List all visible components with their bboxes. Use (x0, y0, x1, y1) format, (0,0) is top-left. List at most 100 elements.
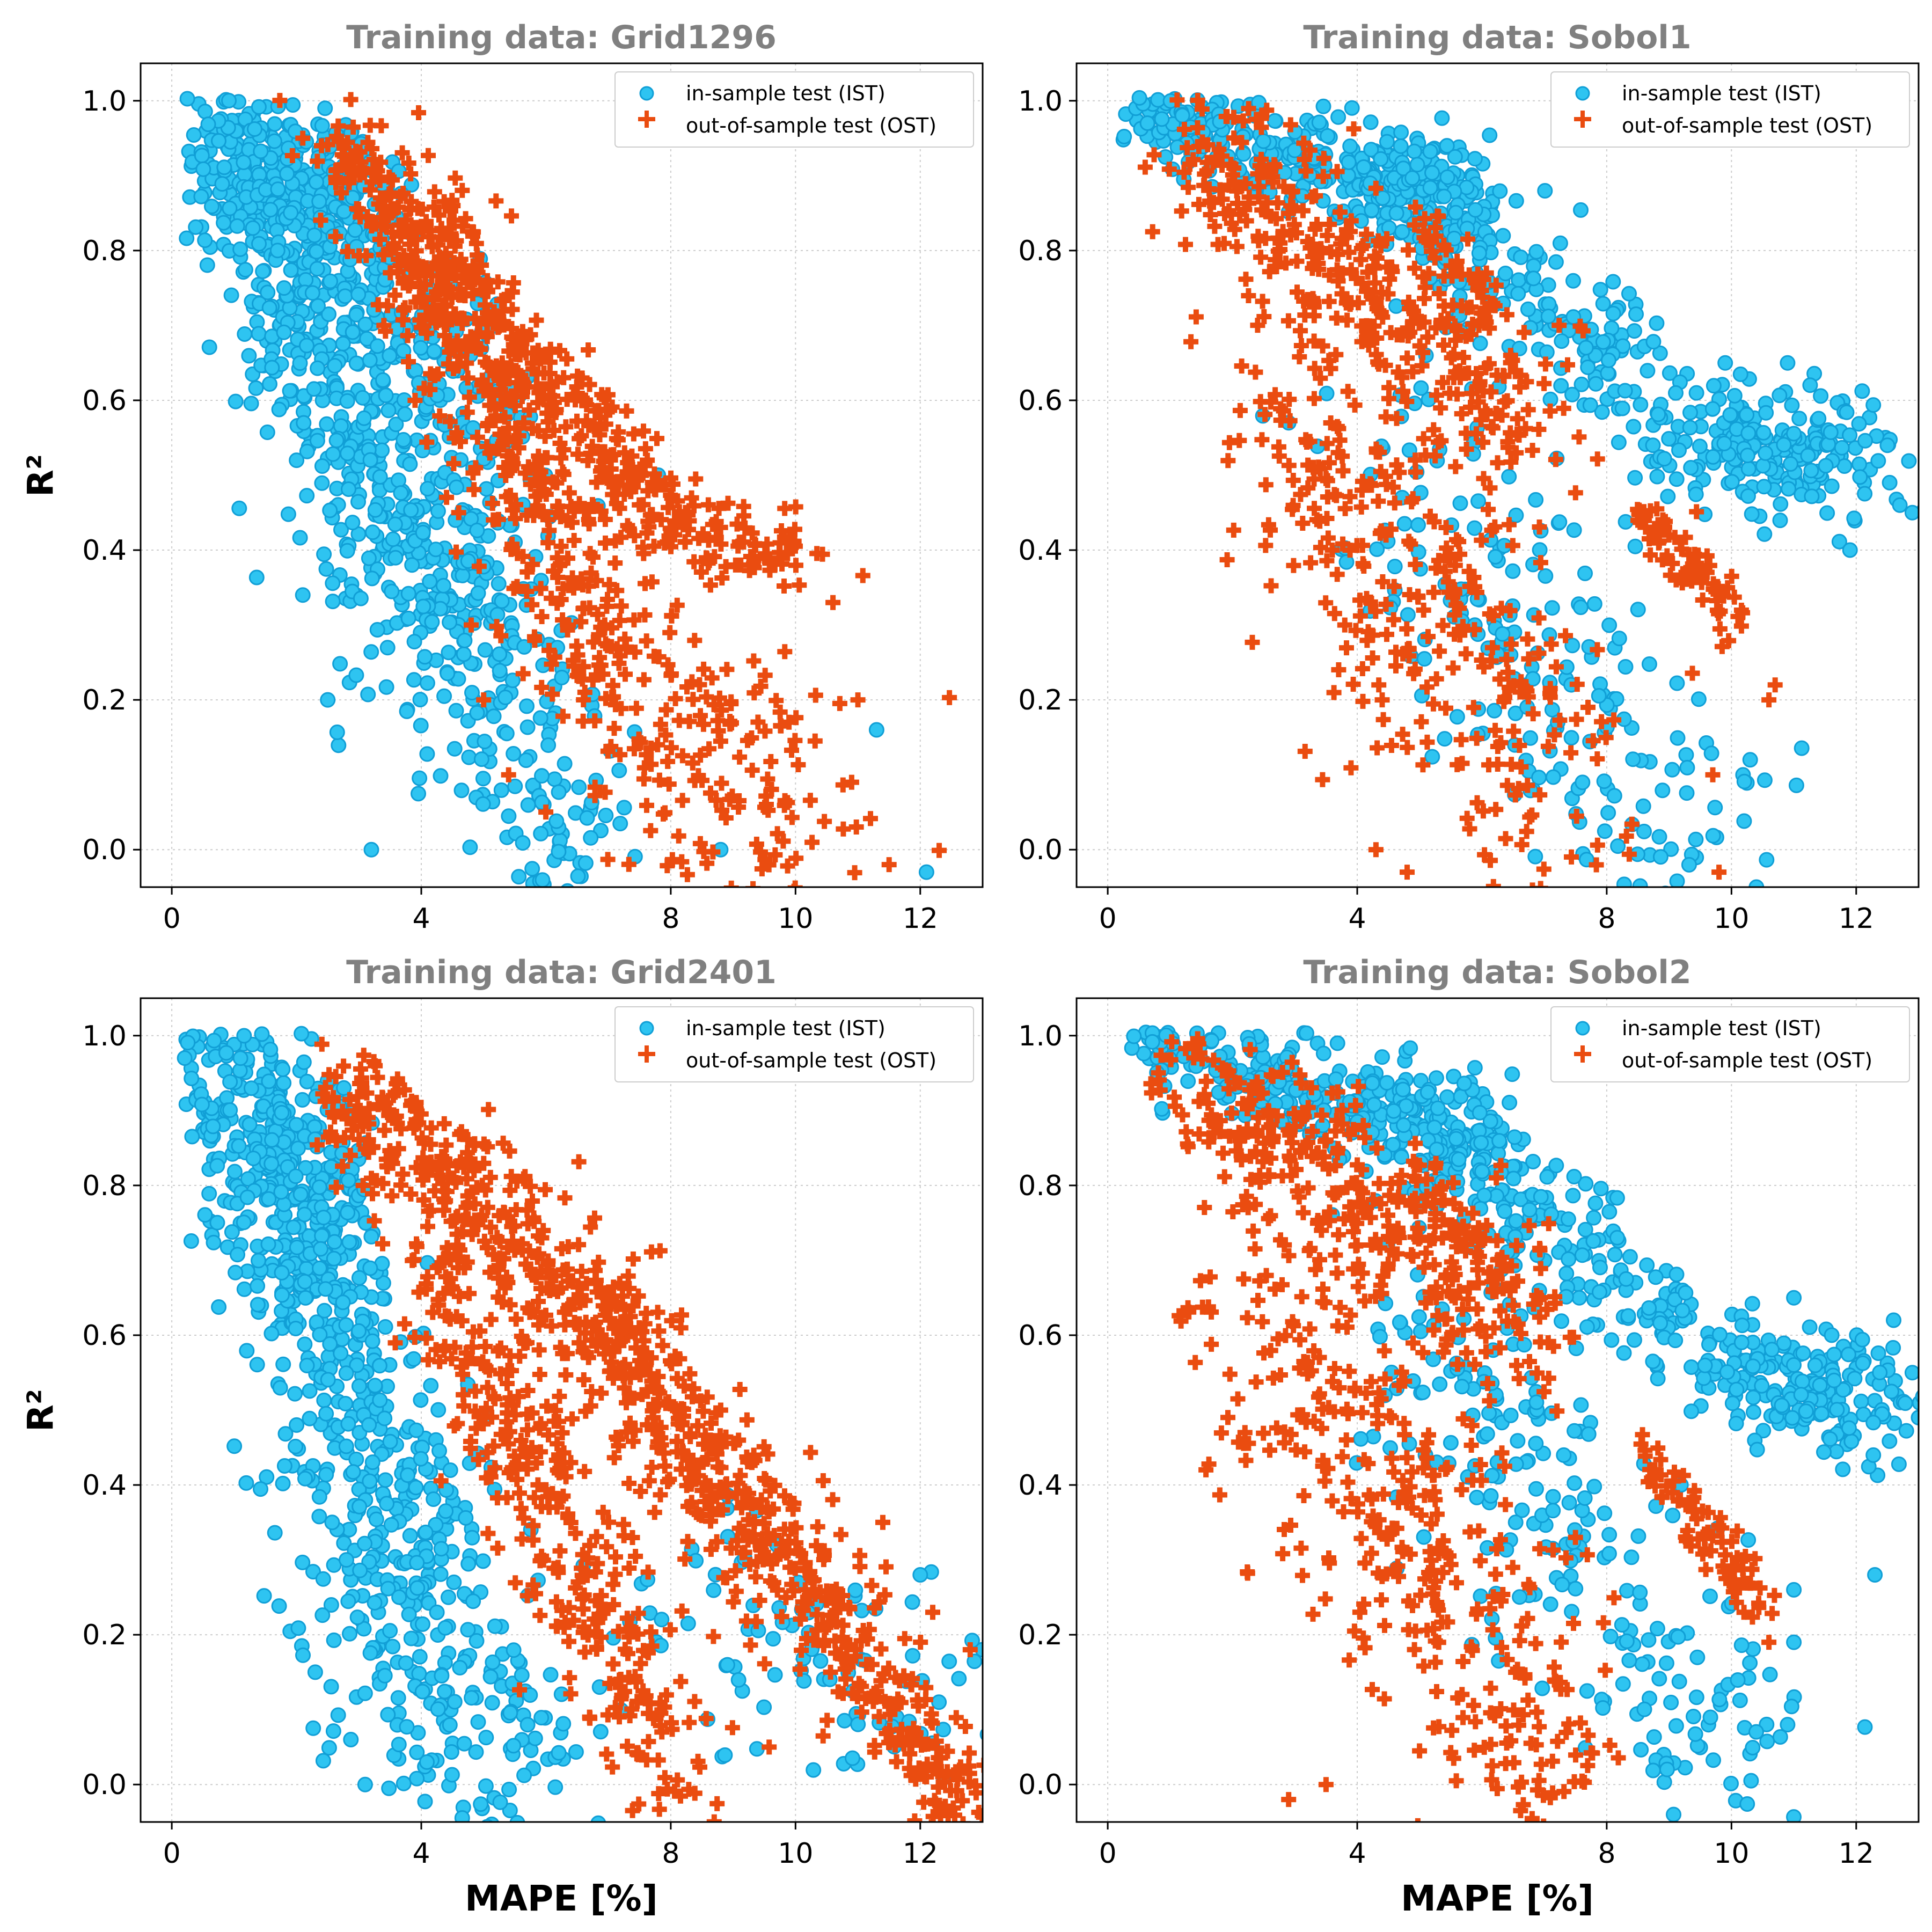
ist-point (249, 1357, 265, 1373)
ost-point (609, 583, 625, 598)
ost-point (825, 595, 841, 610)
ist-point (387, 550, 404, 566)
ost-point (714, 775, 729, 791)
ist-point (363, 841, 379, 858)
ist-point (292, 530, 308, 546)
y-axis-label: R² (20, 454, 61, 497)
ost-point (419, 214, 434, 229)
ist-point (1783, 456, 1798, 472)
ist-point (314, 1228, 330, 1244)
ist-point (1640, 363, 1656, 379)
ist-point (314, 118, 330, 134)
ost-point (343, 92, 358, 107)
ost-point (639, 797, 654, 813)
ost-point (696, 526, 711, 541)
ost-point (1490, 455, 1505, 471)
ost-point (1395, 727, 1410, 742)
ost-point (623, 484, 639, 500)
ost-point (1232, 402, 1248, 418)
ost-point (1525, 443, 1540, 458)
ost-point (529, 379, 544, 395)
ist-point (357, 316, 374, 332)
ost-point (1256, 309, 1272, 324)
ist-point (1330, 109, 1346, 125)
ist-point (532, 710, 548, 726)
ist-point (264, 1156, 280, 1172)
ost-point (1306, 333, 1322, 349)
ost-point (682, 714, 697, 729)
ost-point (544, 590, 559, 606)
ost-point (1338, 222, 1354, 238)
ost-point (1428, 320, 1444, 335)
ist-point (311, 1179, 327, 1195)
ost-point (455, 182, 470, 198)
ist-point (352, 1498, 368, 1514)
ist-point (367, 502, 383, 518)
ist-point (339, 543, 355, 559)
ost-point (410, 201, 426, 216)
ost-point (337, 157, 353, 172)
ist-point (186, 127, 202, 143)
ost-point (427, 184, 442, 200)
ost-point (502, 391, 517, 406)
ost-point (1436, 338, 1451, 353)
ost-point (543, 345, 558, 360)
ist-point (327, 358, 343, 374)
ost-point (494, 397, 509, 412)
ost-point (409, 232, 425, 247)
ist-point (442, 1717, 458, 1733)
ist-point (315, 1571, 331, 1587)
y-ticks: 0.00.20.40.60.81.0 (1018, 85, 1077, 866)
ist-point (1605, 305, 1621, 321)
ist-point (1831, 533, 1847, 550)
ost-point (732, 749, 748, 765)
ist-point (396, 1775, 412, 1791)
ist-point (1732, 366, 1748, 382)
ist-point (1400, 607, 1416, 623)
ist-point (1511, 272, 1527, 288)
ist-point (1592, 282, 1608, 298)
ost-point (1427, 250, 1443, 266)
ist-point (1662, 365, 1678, 381)
ist-point (1471, 245, 1487, 261)
ist-point (560, 883, 574, 887)
ost-point (1254, 432, 1270, 448)
ost-point (663, 740, 679, 756)
ost-point (533, 504, 548, 519)
ist-point (367, 1378, 383, 1394)
ost-point (1431, 434, 1446, 450)
ist-point (430, 1701, 446, 1717)
ost-point (605, 487, 620, 502)
ist-point (287, 1386, 303, 1402)
ist-point (1651, 829, 1667, 845)
ost-point (448, 170, 463, 186)
x-tick-label: 10 (1714, 903, 1749, 935)
ost-point (357, 165, 372, 180)
ist-point (345, 324, 361, 340)
ost-point (1174, 203, 1189, 219)
ost-point (661, 777, 677, 792)
ost-point (1251, 179, 1267, 194)
ist-point (1635, 798, 1651, 814)
ost-point (788, 499, 803, 515)
ist-point (499, 726, 515, 742)
ost-point (1335, 265, 1350, 281)
ist-point (209, 1158, 225, 1174)
ost-point (1560, 357, 1575, 372)
ist-point (262, 376, 277, 392)
ist-point (299, 338, 314, 354)
ost-point (556, 370, 572, 385)
ist-point (1373, 151, 1389, 167)
ist-point (1552, 235, 1568, 251)
ost-point (777, 529, 792, 545)
ist-point (1531, 770, 1547, 786)
ost-point (1536, 861, 1552, 877)
ost-point (539, 450, 555, 465)
ist-point (1536, 917, 1550, 931)
ost-point (500, 288, 515, 303)
ist-point (385, 531, 401, 547)
subplot-grid1296: Training data: Grid1296 0 4 8 10 12 0.00.20.… (20, 19, 984, 935)
ost-point (545, 389, 561, 404)
ost-point (662, 625, 678, 640)
ost-point (329, 129, 345, 144)
